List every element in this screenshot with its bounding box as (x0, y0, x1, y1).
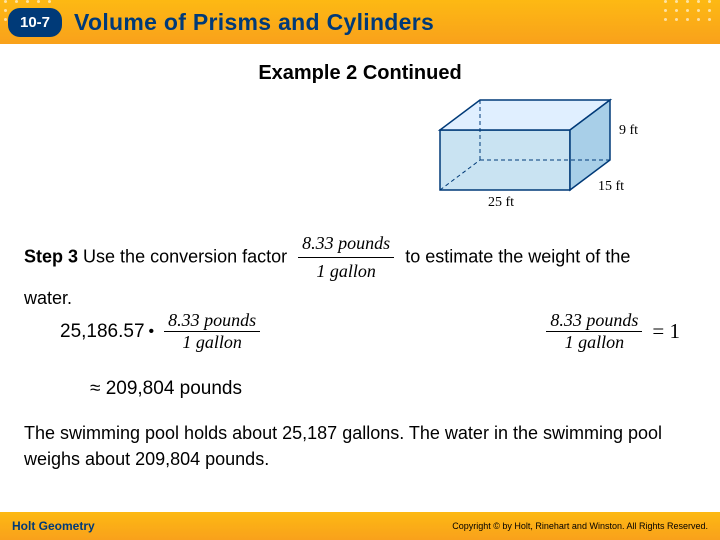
conversion-fraction: 8.33 pounds 1 gallon (298, 230, 394, 285)
header-bar: 10-7 Volume of Prisms and Cylinders (0, 0, 720, 44)
prism-length-label: 25 ft (488, 195, 514, 210)
prism-height-label: 9 ft (619, 123, 638, 138)
calc-identity: 8.33 pounds 1 gallon = 1 (540, 310, 680, 353)
identity-fraction: 8.33 pounds 1 gallon (546, 310, 642, 353)
calc-bullet: • (149, 323, 155, 341)
identity-equals: = 1 (652, 319, 680, 344)
conv-denominator: 1 gallon (298, 258, 394, 285)
calc-fraction: 8.33 pounds 1 gallon (164, 310, 260, 353)
footer-bar: Holt Geometry Copyright © by Holt, Rineh… (0, 512, 720, 540)
identity-num: 8.33 pounds (546, 310, 642, 332)
conv-numerator: 8.33 pounds (298, 230, 394, 258)
prism-width-label: 15 ft (598, 179, 624, 194)
step-label: Step 3 (24, 246, 78, 266)
example-subtitle: Example 2 Continued (0, 62, 720, 85)
approx-result: ≈ 209,804 pounds (90, 378, 242, 400)
calc-left: 25,186.57 • 8.33 pounds 1 gallon (60, 310, 266, 353)
calc-frac-den: 1 gallon (164, 332, 260, 353)
footer-brand: Holt Geometry (12, 519, 95, 533)
prism-diagram: 9 ft 15 ft 25 ft (430, 90, 660, 210)
summary-text: The swimming pool holds about 25,187 gal… (24, 420, 694, 472)
identity-den: 1 gallon (546, 332, 642, 353)
calculation-row: 25,186.57 • 8.33 pounds 1 gallon 8.33 po… (60, 310, 680, 353)
header-grid-right (660, 0, 720, 44)
step-text-before: Use the conversion factor (83, 246, 287, 266)
calc-frac-num: 8.33 pounds (164, 310, 260, 332)
footer-copyright: Copyright © by Holt, Rinehart and Winsto… (452, 521, 708, 531)
step-text: Step 3 Use the conversion factor 8.33 po… (24, 230, 664, 312)
chapter-title: Volume of Prisms and Cylinders (74, 9, 434, 36)
chapter-badge: 10-7 (8, 8, 62, 37)
calc-volume: 25,186.57 (60, 321, 145, 343)
